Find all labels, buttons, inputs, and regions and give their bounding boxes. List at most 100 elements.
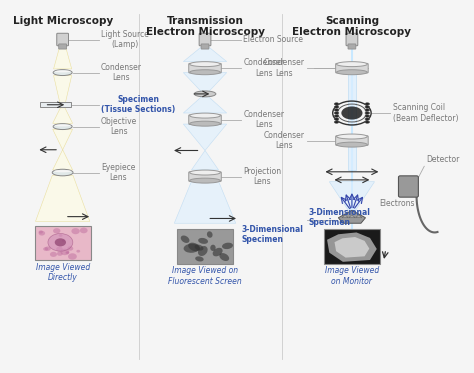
Polygon shape: [191, 150, 219, 170]
Ellipse shape: [65, 251, 69, 254]
Ellipse shape: [67, 246, 73, 251]
FancyBboxPatch shape: [348, 44, 356, 49]
Text: Objective
Lens: Objective Lens: [101, 117, 137, 136]
Ellipse shape: [341, 106, 363, 120]
Text: Condenser
Lens: Condenser Lens: [264, 131, 304, 150]
Ellipse shape: [190, 113, 220, 118]
Ellipse shape: [190, 121, 220, 126]
Polygon shape: [338, 210, 365, 223]
Text: Image Viewed on
Fluorescent Screen: Image Viewed on Fluorescent Screen: [168, 266, 242, 286]
FancyBboxPatch shape: [189, 172, 221, 181]
Text: Scanning
Electron Microscopy: Scanning Electron Microscopy: [292, 16, 411, 37]
Text: Condenser
Lens: Condenser Lens: [101, 63, 142, 82]
Ellipse shape: [337, 70, 367, 75]
Text: Scanning Coil
(Beam Deflector): Scanning Coil (Beam Deflector): [392, 103, 458, 123]
Text: 3-Dimensional
Specimen: 3-Dimensional Specimen: [309, 208, 371, 228]
Ellipse shape: [334, 106, 339, 108]
Polygon shape: [54, 75, 72, 105]
Text: 3-Dimensional
Specimen: 3-Dimensional Specimen: [241, 225, 303, 244]
Ellipse shape: [181, 235, 190, 243]
Ellipse shape: [219, 253, 229, 261]
Ellipse shape: [198, 246, 208, 256]
Ellipse shape: [194, 245, 203, 251]
Ellipse shape: [222, 243, 233, 249]
Ellipse shape: [365, 115, 370, 117]
Polygon shape: [183, 46, 227, 62]
Ellipse shape: [55, 70, 71, 72]
Ellipse shape: [50, 252, 57, 257]
FancyBboxPatch shape: [336, 136, 368, 145]
Ellipse shape: [195, 256, 204, 261]
Ellipse shape: [59, 234, 63, 237]
Text: Specimen
(Tissue Sections): Specimen (Tissue Sections): [101, 95, 175, 115]
Ellipse shape: [194, 91, 216, 97]
Ellipse shape: [53, 124, 72, 129]
Ellipse shape: [72, 228, 80, 234]
FancyBboxPatch shape: [336, 63, 368, 73]
Text: Condenser
Lens: Condenser Lens: [244, 59, 284, 78]
FancyBboxPatch shape: [199, 33, 211, 46]
Polygon shape: [329, 182, 374, 210]
Ellipse shape: [190, 170, 220, 175]
Ellipse shape: [365, 109, 370, 111]
Ellipse shape: [80, 228, 88, 233]
Ellipse shape: [365, 112, 370, 114]
Polygon shape: [174, 181, 236, 223]
Ellipse shape: [62, 239, 65, 242]
FancyBboxPatch shape: [189, 63, 221, 73]
Ellipse shape: [66, 251, 69, 254]
Ellipse shape: [38, 231, 45, 236]
Ellipse shape: [365, 118, 370, 120]
Ellipse shape: [38, 231, 43, 233]
Bar: [35, 226, 91, 260]
Ellipse shape: [55, 238, 66, 247]
Ellipse shape: [334, 109, 339, 111]
Polygon shape: [54, 46, 72, 69]
Ellipse shape: [365, 106, 370, 108]
Polygon shape: [342, 215, 348, 218]
Text: Condenser
Lens: Condenser Lens: [244, 110, 284, 129]
Ellipse shape: [337, 134, 367, 139]
Ellipse shape: [188, 242, 200, 251]
Polygon shape: [356, 215, 362, 218]
Polygon shape: [349, 215, 355, 218]
Polygon shape: [53, 129, 73, 150]
FancyBboxPatch shape: [346, 33, 358, 46]
Ellipse shape: [334, 112, 339, 114]
Polygon shape: [183, 73, 227, 92]
FancyBboxPatch shape: [59, 44, 66, 49]
Text: Image Viewed
on Monitor: Image Viewed on Monitor: [325, 266, 379, 286]
Ellipse shape: [334, 121, 339, 123]
FancyBboxPatch shape: [189, 115, 221, 125]
Ellipse shape: [190, 178, 220, 183]
Ellipse shape: [57, 251, 63, 256]
Ellipse shape: [53, 70, 72, 75]
FancyBboxPatch shape: [57, 33, 69, 46]
Ellipse shape: [54, 170, 72, 172]
Ellipse shape: [55, 125, 71, 126]
Polygon shape: [183, 97, 227, 113]
FancyBboxPatch shape: [399, 176, 419, 197]
Ellipse shape: [52, 169, 73, 176]
Polygon shape: [36, 175, 90, 222]
Ellipse shape: [68, 253, 77, 260]
Ellipse shape: [48, 233, 73, 251]
Bar: [177, 229, 233, 264]
Ellipse shape: [183, 244, 200, 253]
Ellipse shape: [207, 231, 212, 238]
Ellipse shape: [190, 62, 220, 67]
Polygon shape: [335, 237, 369, 258]
Ellipse shape: [198, 238, 208, 244]
Polygon shape: [348, 145, 356, 170]
Text: Electrons: Electrons: [379, 198, 415, 207]
Text: Projection
Lens: Projection Lens: [244, 167, 282, 186]
FancyBboxPatch shape: [201, 44, 209, 49]
Ellipse shape: [76, 250, 80, 253]
Polygon shape: [183, 124, 227, 150]
Polygon shape: [53, 150, 73, 170]
Polygon shape: [327, 232, 377, 262]
Polygon shape: [53, 108, 73, 123]
Text: Detector: Detector: [427, 156, 460, 164]
Ellipse shape: [334, 115, 339, 117]
Ellipse shape: [365, 121, 370, 123]
